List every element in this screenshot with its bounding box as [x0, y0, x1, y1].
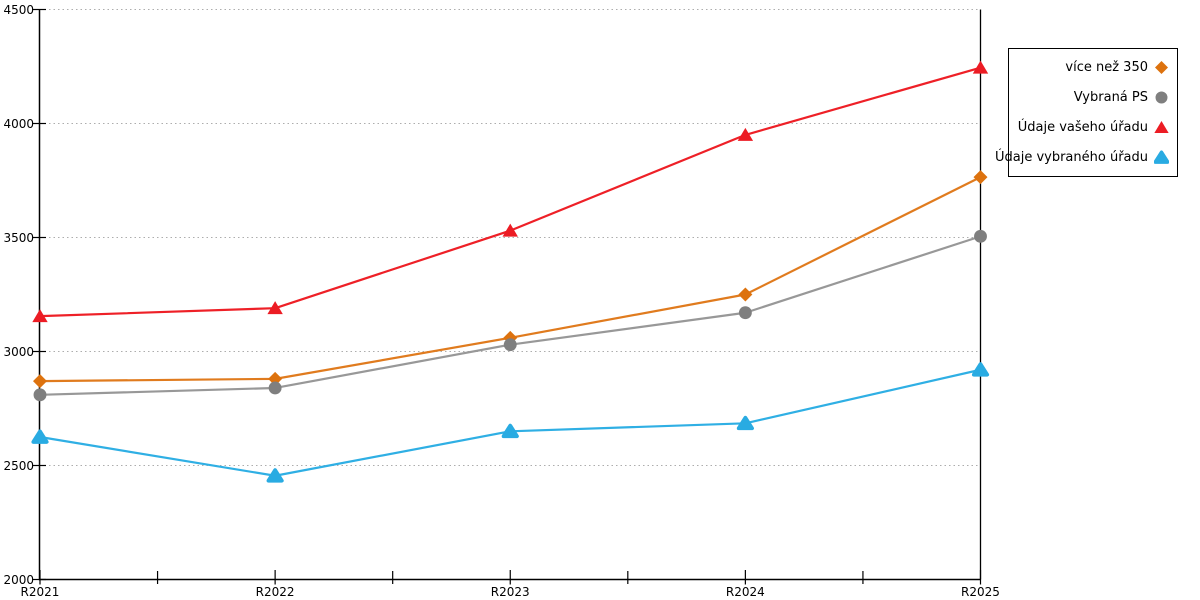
- diamond-marker: [268, 371, 283, 386]
- legend-item-udaje-vybraneho-uradu: Údaje vybraného úřadu: [995, 144, 1177, 172]
- circle-icon: [1155, 91, 1168, 104]
- x-tick-label: R2024: [726, 585, 765, 599]
- diamond-marker: [1155, 60, 1168, 74]
- legend-label: Údaje vybraného úřadu: [994, 150, 1148, 166]
- y-tick-label: 2000: [3, 573, 34, 587]
- circle-marker: [268, 381, 282, 395]
- y-axis: 2000 2500 3000 3500 4000 4500: [3, 3, 46, 587]
- x-tick-label: R2022: [256, 585, 295, 599]
- series-2: [33, 229, 987, 402]
- diamond-marker: [738, 287, 753, 302]
- axes: [38, 9, 982, 581]
- legend-item-vice-nez-350: více než 350: [1009, 53, 1177, 81]
- y-tick-label: 2500: [3, 459, 34, 473]
- legend-label: více než 350: [1065, 59, 1148, 75]
- x-tick-label: R2025: [961, 585, 1000, 599]
- triangle-rounded-marker: [971, 362, 990, 377]
- legend-label: Vybraná PS: [1073, 89, 1148, 105]
- triangle-rounded-icon: [1154, 150, 1169, 165]
- series-4: [31, 362, 990, 483]
- triangle-rounded-marker: [31, 429, 49, 444]
- y-tick-label: 3500: [3, 231, 34, 245]
- circle-marker: [503, 338, 517, 352]
- legend: více než 350 Vybraná PS Údaje vašeho úřa…: [995, 48, 1178, 177]
- y-tick-label: 4500: [3, 3, 34, 17]
- triangle-rounded-marker: [501, 423, 519, 439]
- triangle-marker: [32, 309, 48, 323]
- triangle-marker: [1154, 121, 1169, 134]
- gridlines: [40, 9, 981, 466]
- triangle-rounded-marker: [266, 468, 284, 483]
- series-line: [38, 235, 982, 396]
- triangle-marker: [267, 301, 283, 315]
- triangle-marker: [972, 60, 989, 74]
- y-tick-label: 4000: [3, 117, 34, 131]
- x-tick-label: R2023: [491, 585, 530, 599]
- triangle-marker: [502, 223, 518, 237]
- x-tick-label: R2021: [21, 585, 60, 599]
- triangle-icon: [1154, 121, 1169, 134]
- circle-marker: [974, 229, 987, 243]
- legend-item-vybrana-ps: Vybraná PS: [1009, 83, 1177, 111]
- triangle-marker: [737, 127, 754, 141]
- legend-item-udaje-vaseho-uradu: Údaje vašeho úřadu: [1009, 114, 1177, 142]
- x-axis: R2021 R2022 R2023 R2024 R2025: [21, 570, 1000, 599]
- circle-marker: [738, 306, 752, 320]
- circle-marker: [33, 388, 47, 402]
- diamond-icon: [1155, 60, 1168, 74]
- series-line: [38, 66, 982, 318]
- diamond-marker: [973, 170, 988, 185]
- series-1: [33, 170, 988, 389]
- y-tick-label: 3000: [3, 345, 34, 359]
- legend-label: Údaje vašeho úřadu: [1017, 120, 1148, 136]
- diamond-marker: [33, 374, 47, 389]
- series-3: [32, 60, 989, 323]
- triangle-rounded-marker: [1154, 150, 1169, 165]
- triangle-rounded-marker: [736, 415, 754, 431]
- circle-marker: [1155, 91, 1168, 104]
- series-line: [38, 368, 982, 477]
